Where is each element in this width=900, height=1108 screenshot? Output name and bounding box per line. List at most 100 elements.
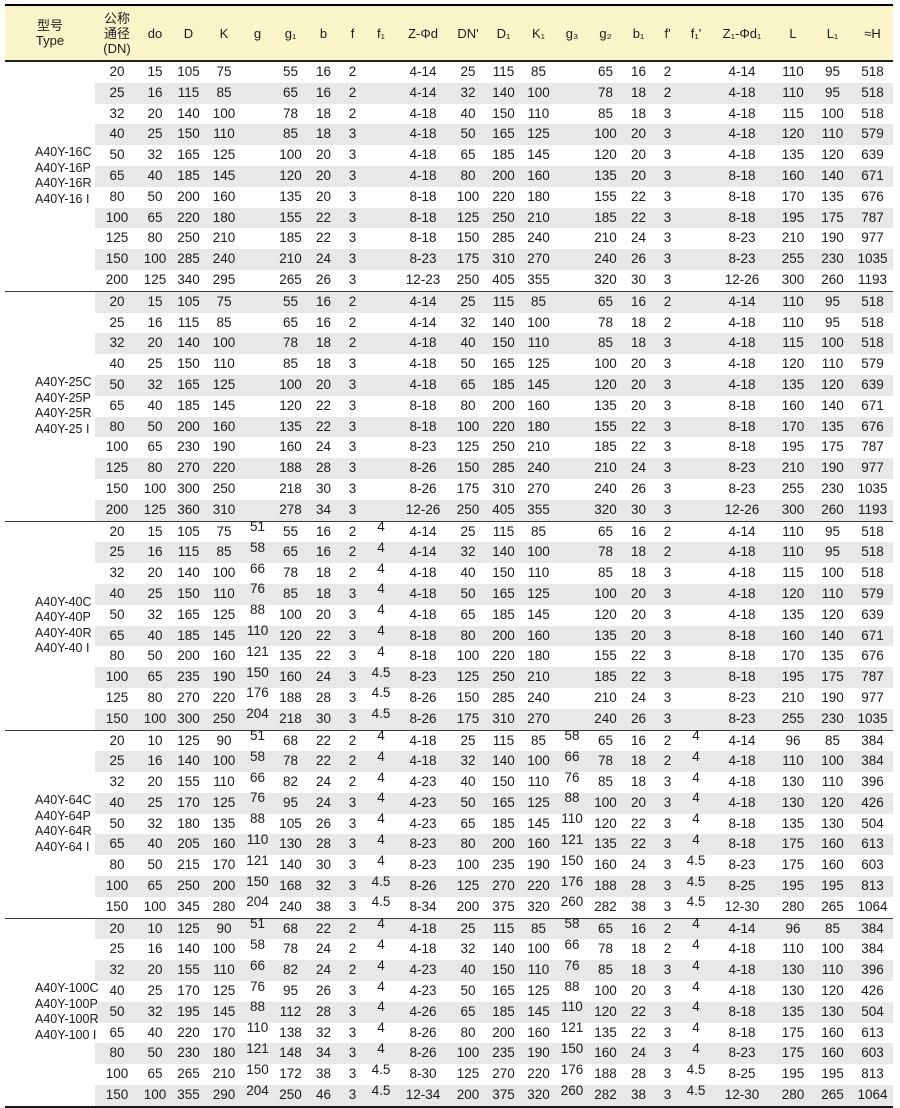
spec-cell [242, 145, 273, 166]
spec-cell-value: 4 [692, 811, 700, 827]
spec-cell: 2 [339, 312, 366, 334]
spec-cell: 195 [773, 1064, 813, 1086]
spec-cell: 4-18 [711, 124, 773, 146]
spec-cell: 20 [95, 729, 139, 752]
spec-cell: 12-26 [711, 269, 773, 292]
spec-cell: 125 [95, 228, 139, 250]
spec-cell: 140 [171, 333, 206, 355]
type-label-cell: A40Y-64C A40Y-64P A40Y-64R A40Y-64 I [5, 729, 95, 919]
spec-cell: 51 [242, 519, 273, 543]
spec-cell: 3 [339, 896, 366, 919]
spec-cell: 4 [366, 1041, 396, 1065]
spec-cell: 100 [95, 667, 139, 688]
table-row: 40 25 170 125 76 95 24 3 4 4-23 50 165 125 88 100 20 3 4 4… [5, 790, 893, 814]
spec-cell [366, 186, 396, 208]
spec-cell [681, 186, 711, 208]
spec-cell-value: 4.5 [371, 1061, 391, 1077]
spec-cell [681, 103, 711, 125]
spec-cell: 120 [588, 145, 623, 166]
spec-cell-value: 4 [377, 581, 385, 597]
spec-cell: 613 [852, 1022, 893, 1044]
spec-cell: 28 [623, 1064, 654, 1086]
spec-cell: 32 [308, 876, 339, 897]
spec-cell: 160 [521, 395, 556, 417]
spec-cell: 8-23 [711, 458, 773, 479]
spec-cell: 185 [273, 228, 308, 250]
spec-cell: 100 [588, 981, 623, 1002]
spec-cell [681, 499, 711, 522]
spec-cell: 20 [623, 604, 654, 626]
spec-cell-value: 110 [246, 831, 269, 847]
spec-cell: 100 [813, 751, 852, 773]
spec-cell: 150 [242, 665, 273, 688]
type-label: A40Y-100 I [35, 1027, 97, 1042]
spec-cell: 100 [139, 708, 171, 730]
spec-cell: 121 [242, 1041, 273, 1065]
spec-cell: 20 [95, 917, 139, 940]
spec-cell: 80 [95, 416, 139, 438]
spec-cell: 78 [273, 563, 308, 584]
spec-cell: 135 [773, 374, 813, 396]
spec-cell [681, 60, 711, 83]
spec-cell: 58 [556, 916, 588, 940]
spec-cell: 76 [242, 581, 273, 605]
spec-cell: 3 [654, 207, 681, 229]
spec-cell: 280 [773, 1085, 813, 1107]
column-header: 公称 通径 (DN) [95, 5, 139, 62]
spec-cell: 110 [242, 1020, 273, 1044]
spec-cell: 155 [171, 772, 206, 793]
spec-cell-value: 58 [564, 916, 580, 932]
spec-cell: 145 [521, 1001, 556, 1023]
spec-cell: 176 [556, 874, 588, 897]
spec-cell: 85 [273, 354, 308, 375]
spec-cell: 4 [366, 561, 396, 584]
spec-cell: 140 [813, 165, 852, 187]
spec-cell: 220 [486, 416, 521, 438]
spec-cell: 65 [139, 667, 171, 688]
spec-cell: 220 [171, 207, 206, 229]
spec-cell: 150 [242, 874, 273, 897]
spec-cell: 255 [773, 708, 813, 730]
spec-cell: 185 [486, 813, 521, 835]
spec-cell: 3 [654, 1043, 681, 1065]
spec-cell: 80 [95, 646, 139, 668]
spec-cell: 110 [773, 542, 813, 564]
spec-cell: 280 [206, 896, 242, 919]
spec-cell [556, 646, 588, 668]
spec-cell [681, 416, 711, 438]
spec-cell [366, 228, 396, 250]
table-row: 40 25 150 110 85 18 3 4-18 50 165 125 100 20 3 4-18 120… [5, 354, 893, 375]
spec-cell: 320 [588, 269, 623, 292]
spec-cell: 20 [95, 60, 139, 83]
spec-cell: 140 [273, 855, 308, 877]
spec-cell: 8-18 [396, 416, 450, 438]
spec-cell: 260 [813, 499, 852, 522]
spec-cell: 26 [623, 478, 654, 500]
column-header: L₁ [813, 5, 852, 62]
spec-cell [366, 249, 396, 270]
table-row: 25 16 115 85 65 16 2 4-14 32 140 100 78 18 2 4-18 110 95… [5, 312, 893, 334]
spec-cell: 200 [450, 896, 486, 919]
spec-cell-value: 176 [560, 1061, 584, 1077]
spec-cell: 140 [813, 625, 852, 647]
spec-cell: 1064 [852, 896, 893, 919]
type-label-cell: A40Y-100C A40Y-100P A40Y-100R A40Y-100 I [5, 917, 98, 1107]
table-row: 150 100 300 250 218 30 3 8-26 175 310 270 240 26 3 8-2… [5, 478, 893, 500]
spec-cell: 85 [588, 772, 623, 793]
spec-cell: 240 [521, 687, 556, 709]
column-header: 型号 Type [5, 5, 95, 62]
spec-cell: 18 [308, 333, 339, 355]
spec-cell [366, 312, 396, 334]
spec-cell: 579 [852, 124, 893, 146]
spec-cell-value: 204 [246, 894, 269, 910]
spec-cell-value: 110 [561, 811, 583, 827]
spec-cell: 190 [813, 458, 852, 479]
spec-cell: 3 [654, 249, 681, 270]
spec-cell-value: 51 [249, 728, 266, 743]
spec-cell: 185 [171, 625, 206, 647]
spec-cell: 190 [206, 437, 242, 459]
spec-cell [681, 646, 711, 668]
spec-cell: 140 [813, 395, 852, 417]
spec-cell: 150 [95, 249, 139, 270]
spec-cell: 280 [773, 896, 813, 919]
